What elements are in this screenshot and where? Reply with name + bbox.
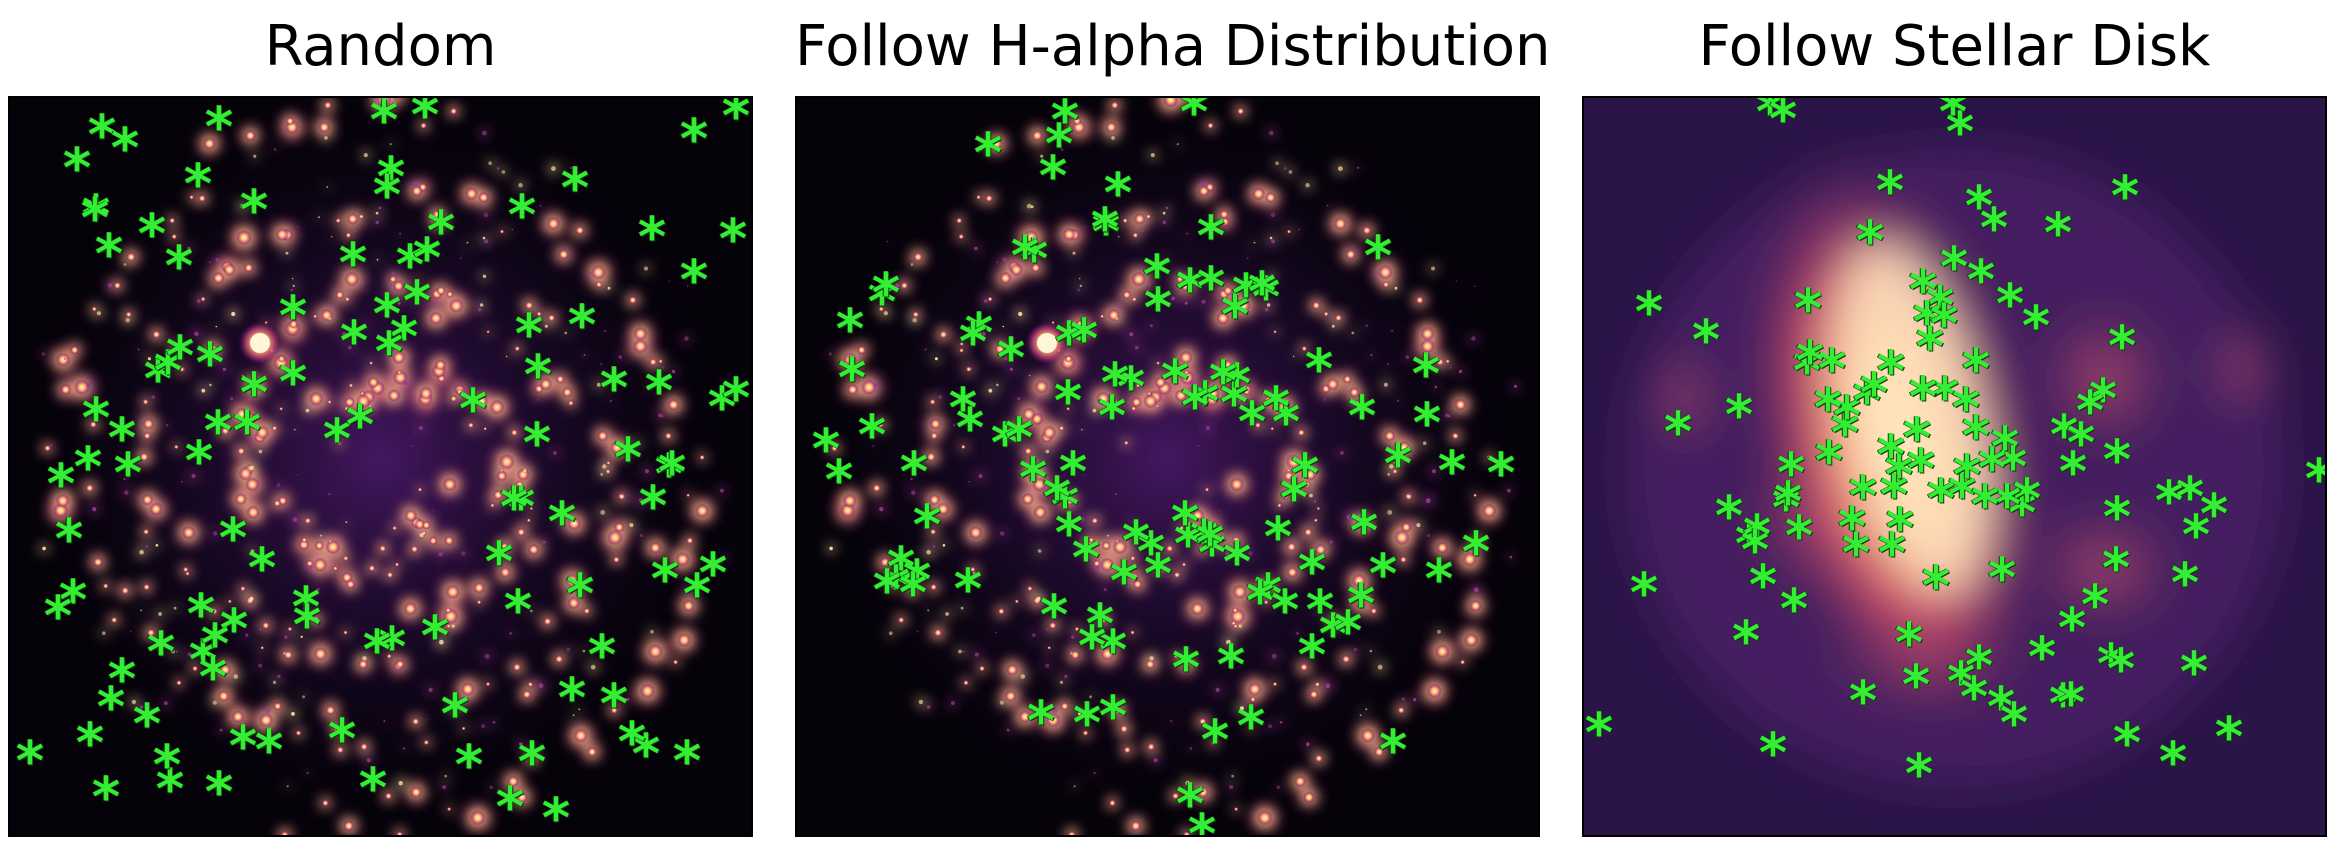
galaxy-image-random: * * * * * * * * * * * * * * * * * * * * * * * * * * * * * * * * * * * * * * * *… [8, 96, 753, 837]
panel-title-stellar: Follow Stellar Disk [1698, 14, 2211, 79]
galaxy-image-halpha: * * * * * * * * * * * * * * * * * * * * * * * * * * * * * * * * * * * * * * * *… [795, 96, 1540, 837]
panel-title-random: Random [264, 14, 497, 79]
panel-title-halpha: Follow H-alpha Distribution [795, 14, 1551, 79]
galaxy-image-stellar: * * * * * * * * * * * * * * * * * * * * * * * * * * * * * * * * * * * * * * * *… [1582, 96, 2327, 837]
